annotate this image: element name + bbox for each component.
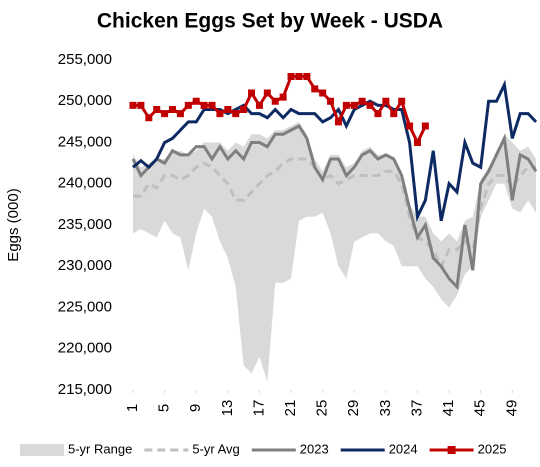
y-tick-label: 255,000	[58, 51, 112, 68]
marker	[255, 101, 263, 109]
y-tick-label: 225,000	[58, 298, 112, 315]
marker	[153, 106, 161, 113]
marker	[271, 97, 279, 105]
x-tick-label: 25	[314, 400, 331, 417]
marker	[192, 97, 200, 105]
range-area	[133, 121, 536, 382]
marker	[263, 89, 271, 97]
marker	[342, 101, 350, 109]
marker	[137, 101, 145, 109]
x-tick-label: 5	[156, 404, 173, 412]
marker	[374, 110, 382, 118]
marker	[232, 110, 240, 118]
y-axis-label: Eggs (000)	[5, 188, 22, 261]
marker	[406, 122, 414, 130]
marker	[279, 93, 287, 101]
x-tick-label: 9	[187, 404, 204, 412]
x-tick-label: 45	[472, 400, 489, 417]
x-tick-label: 49	[503, 400, 520, 417]
legend-swatch	[20, 444, 64, 456]
marker	[248, 89, 256, 97]
y-tick-label: 230,000	[58, 257, 112, 274]
legend-label: 5-yr Range	[68, 441, 132, 456]
marker	[319, 89, 327, 97]
marker	[334, 118, 342, 126]
x-tick-label: 41	[440, 400, 457, 417]
x-tick-label: 17	[250, 400, 267, 417]
marker	[224, 106, 232, 113]
y-tick-label: 250,000	[58, 92, 112, 109]
legend-marker	[447, 446, 456, 454]
marker	[184, 101, 192, 109]
y-tick-label: 235,000	[58, 216, 112, 233]
y-tick-label: 240,000	[58, 175, 112, 192]
marker	[382, 97, 390, 105]
marker	[161, 110, 169, 118]
marker	[398, 97, 406, 105]
line	[131, 124, 538, 291]
x-tick-label: 33	[377, 400, 394, 417]
x-tick-label: 21	[282, 400, 299, 417]
marker	[145, 114, 153, 122]
y-tick-label: 220,000	[58, 340, 112, 357]
x-tick-label: 1	[124, 404, 141, 412]
x-tick-label: 13	[219, 400, 236, 417]
legend-label: 2025	[478, 441, 507, 456]
marker	[366, 101, 374, 109]
legend-label: 2023	[300, 441, 329, 456]
legend-label: 5-yr Avg	[192, 441, 239, 456]
marker	[216, 110, 224, 118]
y-tick-label: 245,000	[58, 133, 112, 150]
chart-title: Chicken Eggs Set by Week - USDA	[97, 10, 443, 33]
marker	[303, 73, 311, 80]
marker	[421, 122, 429, 130]
marker	[358, 97, 366, 105]
marker	[287, 73, 295, 80]
y-tick-label: 215,000	[58, 381, 112, 398]
marker	[240, 106, 248, 113]
x-tick-label: 37	[408, 400, 425, 417]
marker	[350, 101, 358, 109]
marker	[311, 85, 319, 93]
marker	[200, 101, 208, 109]
marker	[390, 110, 398, 118]
marker	[169, 106, 177, 113]
legend-label: 2024	[389, 441, 418, 456]
marker	[129, 101, 137, 109]
marker	[413, 139, 421, 146]
x-tick-label: 29	[345, 400, 362, 417]
marker	[208, 101, 216, 109]
marker	[176, 110, 184, 118]
marker	[295, 73, 303, 80]
marker	[327, 97, 335, 105]
